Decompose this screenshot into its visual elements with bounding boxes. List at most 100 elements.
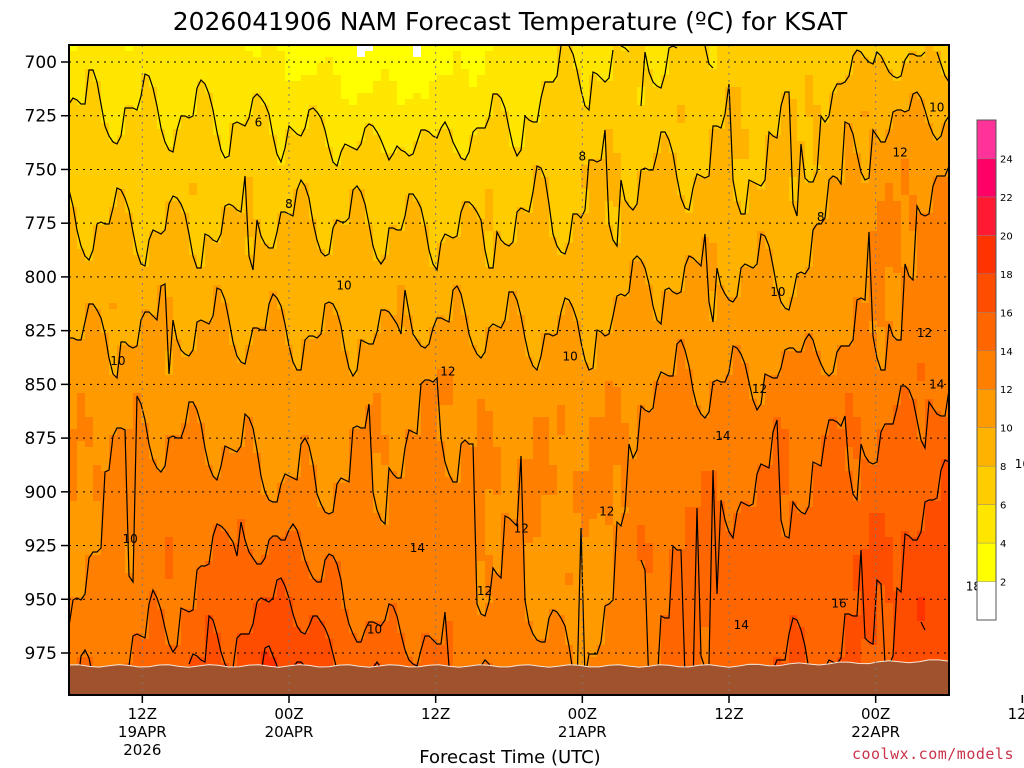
field-cell — [189, 417, 198, 424]
field-cell — [157, 495, 166, 502]
field-cell — [357, 123, 366, 130]
field-cell — [141, 213, 150, 220]
field-cell — [405, 393, 414, 400]
field-cell — [181, 621, 190, 628]
field-cell — [101, 363, 110, 370]
field-cell — [77, 627, 86, 634]
field-cell — [333, 165, 342, 172]
field-cell — [317, 591, 326, 598]
field-cell — [413, 159, 422, 166]
field-cell — [237, 369, 246, 376]
field-cell — [165, 177, 174, 184]
field-cell — [325, 153, 334, 160]
field-cell — [93, 585, 102, 592]
field-cell — [133, 273, 142, 280]
field-cell — [125, 627, 134, 634]
field-cell — [109, 177, 118, 184]
field-cell — [373, 261, 382, 268]
field-cell — [245, 69, 254, 76]
field-cell — [413, 543, 422, 550]
field-cell — [317, 453, 326, 460]
field-cell — [173, 627, 182, 634]
field-cell — [397, 159, 406, 166]
field-cell — [125, 69, 134, 76]
field-cell — [133, 453, 142, 460]
field-cell — [317, 117, 326, 124]
field-cell — [133, 609, 142, 616]
field-cell — [429, 333, 438, 340]
field-cell — [221, 81, 230, 88]
field-cell — [357, 105, 366, 112]
field-cell — [221, 633, 230, 640]
field-cell — [341, 63, 350, 70]
field-cell — [333, 153, 342, 160]
field-cell — [197, 165, 206, 172]
field-cell — [405, 93, 414, 100]
field-cell — [293, 573, 302, 580]
field-cell — [349, 381, 358, 388]
field-cell — [109, 411, 118, 418]
field-cell — [165, 303, 174, 310]
field-cell — [69, 267, 78, 274]
field-cell — [141, 549, 150, 556]
field-cell — [301, 423, 310, 430]
field-cell — [245, 393, 254, 400]
field-cell — [69, 69, 78, 76]
field-cell — [301, 507, 310, 514]
field-cell — [309, 453, 318, 460]
field-cell — [141, 483, 150, 490]
field-cell — [157, 579, 166, 586]
field-cell — [109, 393, 118, 400]
field-cell — [293, 117, 302, 124]
field-cell — [357, 255, 366, 262]
field-cell — [269, 75, 278, 82]
field-cell — [293, 645, 302, 652]
field-cell — [341, 147, 350, 154]
field-cell — [93, 387, 102, 394]
field-cell — [141, 501, 150, 508]
field-cell — [189, 201, 198, 208]
field-cell — [301, 549, 310, 556]
field-cell — [261, 531, 270, 538]
field-cell — [69, 657, 78, 664]
field-cell — [277, 651, 286, 658]
field-cell — [373, 237, 382, 244]
field-cell — [213, 651, 222, 658]
field-cell — [405, 63, 414, 70]
field-cell — [381, 579, 390, 586]
field-cell — [293, 525, 302, 532]
field-cell — [421, 255, 430, 262]
field-cell — [365, 597, 374, 604]
field-cell — [389, 573, 398, 580]
field-cell — [309, 303, 318, 310]
field-cell — [237, 387, 246, 394]
field-cell — [253, 375, 262, 382]
field-cell — [397, 87, 406, 94]
field-cell — [157, 117, 166, 124]
field-cell — [189, 261, 198, 268]
field-cell — [69, 279, 78, 286]
field-cell — [77, 195, 86, 202]
field-cell — [269, 579, 278, 586]
field-cell — [109, 645, 118, 652]
field-cell — [373, 561, 382, 568]
field-cell — [157, 585, 166, 592]
field-cell — [389, 441, 398, 448]
field-cell — [125, 489, 134, 496]
field-cell — [421, 117, 430, 124]
field-cell — [101, 627, 110, 634]
field-cell — [357, 225, 366, 232]
field-cell — [293, 615, 302, 622]
field-cell — [309, 549, 318, 556]
field-cell — [397, 579, 406, 586]
field-cell — [381, 333, 390, 340]
field-cell — [421, 369, 430, 376]
field-cell — [125, 291, 134, 298]
field-cell — [285, 111, 294, 118]
field-cell — [181, 375, 190, 382]
field-cell — [213, 93, 222, 100]
field-cell — [77, 591, 86, 598]
field-cell — [69, 153, 78, 160]
field-cell — [229, 531, 238, 538]
field-cell — [413, 603, 422, 610]
